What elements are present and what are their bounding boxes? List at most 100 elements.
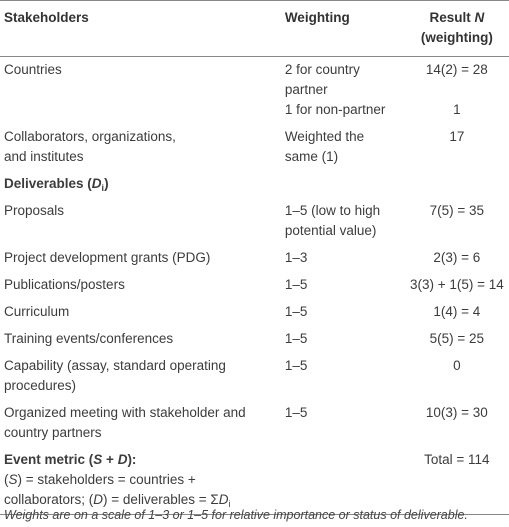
row: Collaborators, organizations, and institu… (0, 124, 509, 171)
cell: 1–5 (281, 299, 405, 326)
t: ): (127, 452, 137, 467)
section-cell: Deliverables (Di) (0, 171, 509, 198)
cell: Capability (assay, standard operating pro… (0, 353, 281, 400)
row: Publications/posters 1–5 3(3) + 1(5) = 14 (0, 272, 509, 299)
section-row: Deliverables (Di) (0, 171, 509, 198)
cell-text: 7(5) = 35 (429, 203, 485, 218)
cell-text: 2(3) = 6 (433, 250, 481, 265)
t: ( (4, 472, 9, 487)
t: ) = deliverables = Σ (103, 492, 219, 507)
total-row: Event metric (S + D): (S) = stakeholders… (0, 447, 509, 515)
cell-text: 1 for non-partner (284, 102, 386, 117)
t: + (102, 452, 118, 467)
cell-text: Collaborators, organizations, (4, 129, 176, 144)
cell-text: Proposals (4, 203, 65, 218)
v: D (218, 492, 229, 507)
row: Proposals 1–5 (low to high potential value… (0, 198, 509, 245)
cell: Proposals (0, 198, 281, 245)
cell-text: procedures) (4, 378, 77, 393)
cell-text: 5(5) = 25 (429, 331, 485, 346)
row: Training events/conferences 1–5 5(5) = 25 (0, 326, 509, 353)
cell-text: 1–5 (284, 405, 308, 420)
s: i (228, 499, 231, 509)
cell: 1–5 (low to high potential value) (281, 198, 405, 245)
cell-text: 1–3 (284, 250, 308, 265)
t: collaborators; ( (4, 492, 94, 507)
cell: 1–5 (281, 353, 405, 400)
total-desc: collaborators; (D) = deliverables = ΣDi (4, 490, 277, 510)
cell: Weighted the same (1) (281, 124, 405, 171)
header-var: N (474, 10, 485, 25)
footnote: Weights are on a scale of 1–3 or 1–5 for… (4, 508, 468, 522)
section-text: ) (104, 176, 109, 191)
cell: 1–5 (281, 272, 405, 299)
cell-text: 1–5 (284, 304, 308, 319)
cell-text: Capability (assay, standard operating (4, 358, 226, 373)
section-text: Deliverables ( (4, 176, 92, 191)
cell-text: 1 (453, 102, 461, 117)
cell: 10(3) = 30 (405, 400, 509, 447)
cell-text: 10(3) = 30 (425, 405, 488, 420)
cell: Countries (0, 57, 281, 125)
v: D (117, 452, 128, 467)
cell: 2(3) = 6 (405, 245, 509, 272)
cell: 14(2) = 28 1 (405, 57, 509, 125)
cell-text: 0 (453, 358, 461, 373)
cell-text: and institutes (4, 149, 84, 164)
header-cell: Stakeholders (4, 10, 89, 25)
header-row: Stakeholders Weighting Result N (weightin… (0, 1, 509, 57)
cell: Project development grants (PDG) (0, 245, 281, 272)
t: Event metric ( (4, 452, 94, 467)
cell-text: partner (284, 82, 328, 97)
cell-text: 1–5 (284, 277, 308, 292)
row: Curriculum 1–5 1(4) = 4 (0, 299, 509, 326)
cell-text: Training events/conferences (4, 331, 174, 346)
header-cell: Weighting (284, 10, 350, 25)
cell-text: Curriculum (4, 304, 70, 319)
v: D (93, 492, 104, 507)
cell-text: Organized meeting with stakeholder and (4, 405, 246, 420)
total-desc: (S) = stakeholders = countries + (4, 470, 277, 490)
cell-text: same (1) (284, 149, 339, 164)
cell: 1–5 (281, 400, 405, 447)
cell: 1–5 (281, 326, 405, 353)
cell-text: potential value) (284, 223, 377, 238)
cell: 3(3) + 1(5) = 14 (405, 272, 509, 299)
cell: 1–3 (281, 245, 405, 272)
cell-text: 1–5 (low to high (284, 203, 381, 218)
total-body: Event metric (S + D): (S) = stakeholders… (0, 447, 509, 515)
row: Countries 2 for country partner 1 for non-… (0, 57, 509, 125)
table: Stakeholders Weighting Result N (weightin… (0, 0, 509, 515)
cell-text: 3(3) + 1(5) = 14 (409, 277, 504, 292)
cell: 2 for country partner 1 for non-partner (281, 57, 405, 125)
cell-text: 1–5 (284, 358, 308, 373)
section-sub: i (101, 183, 105, 193)
cell: 0 (405, 353, 509, 400)
cell: Organized meeting with stakeholder and co… (0, 400, 281, 447)
cell (281, 447, 405, 515)
cell: Event metric (S + D): (S) = stakeholders… (0, 447, 281, 515)
cell-text: 17 (449, 129, 465, 144)
header-text: Result (429, 10, 475, 25)
total-label: Event metric (S + D): (4, 450, 277, 470)
table-body: Countries 2 for country partner 1 for non-… (0, 57, 509, 448)
cell: Curriculum (0, 299, 281, 326)
cell: 1(4) = 4 (405, 299, 509, 326)
cell-text: Project development grants (PDG) (4, 250, 211, 265)
cell-text: 1(4) = 4 (433, 304, 481, 319)
cell: Total = 114 (424, 452, 490, 467)
header-cell: Result N (weighting) (405, 1, 509, 57)
row: Project development grants (PDG) 1–3 2(3) … (0, 245, 509, 272)
cell-text: Weighted the (284, 129, 365, 144)
row: Capability (assay, standard operating pro… (0, 353, 509, 400)
cell: Publications/posters (0, 272, 281, 299)
row: Organized meeting with stakeholder and co… (0, 400, 509, 447)
cell-text: Countries (4, 62, 62, 77)
cell: Collaborators, organizations, and institu… (0, 124, 281, 171)
cell: 5(5) = 25 (405, 326, 509, 353)
header-text: (weighting) (420, 30, 493, 45)
cell-text: Publications/posters (4, 277, 125, 292)
cell: Training events/conferences (0, 326, 281, 353)
cell-text: 14(2) = 28 (425, 62, 488, 77)
